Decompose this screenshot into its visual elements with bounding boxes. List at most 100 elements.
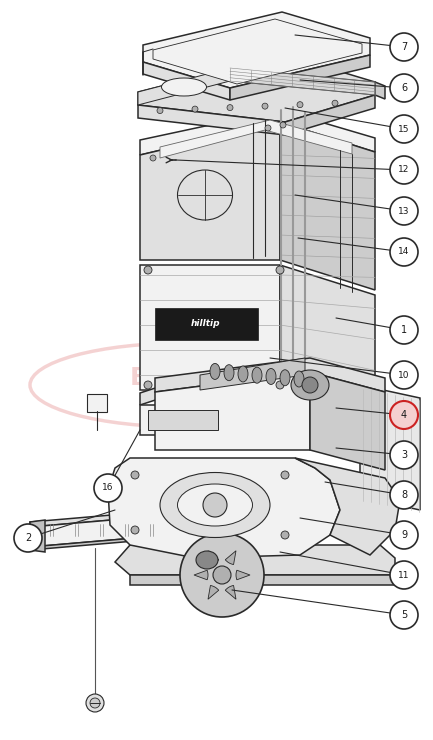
FancyBboxPatch shape [148, 410, 218, 430]
Circle shape [276, 381, 284, 389]
Text: 7: 7 [401, 42, 407, 52]
Polygon shape [138, 55, 375, 122]
Text: 8: 8 [401, 490, 407, 500]
Circle shape [144, 381, 152, 389]
Ellipse shape [294, 371, 304, 387]
Circle shape [14, 524, 42, 552]
Circle shape [390, 115, 418, 143]
Polygon shape [360, 385, 420, 510]
Polygon shape [230, 68, 375, 95]
Circle shape [390, 361, 418, 389]
Circle shape [262, 103, 268, 109]
Text: 5: 5 [401, 610, 407, 620]
Ellipse shape [291, 370, 329, 400]
Circle shape [390, 441, 418, 469]
Ellipse shape [280, 370, 290, 386]
FancyBboxPatch shape [87, 394, 107, 412]
Polygon shape [155, 308, 258, 340]
Polygon shape [143, 62, 230, 100]
Text: 9: 9 [401, 530, 407, 540]
Text: 2: 2 [25, 533, 31, 543]
Circle shape [192, 106, 198, 112]
Polygon shape [160, 120, 352, 158]
Circle shape [390, 521, 418, 549]
Circle shape [94, 474, 122, 502]
Polygon shape [115, 545, 395, 575]
Circle shape [390, 401, 418, 429]
Polygon shape [153, 19, 362, 84]
Polygon shape [200, 358, 305, 390]
Text: 15: 15 [398, 124, 410, 133]
Wedge shape [208, 551, 219, 565]
Text: 13: 13 [398, 206, 410, 215]
Ellipse shape [266, 369, 276, 385]
Polygon shape [230, 55, 370, 100]
Ellipse shape [224, 365, 234, 380]
Circle shape [332, 100, 338, 106]
Ellipse shape [238, 366, 248, 382]
Text: 12: 12 [398, 166, 410, 175]
Polygon shape [140, 110, 375, 155]
Polygon shape [140, 380, 230, 405]
Ellipse shape [160, 473, 270, 537]
Text: 3: 3 [401, 450, 407, 460]
Circle shape [281, 531, 289, 539]
Polygon shape [280, 122, 375, 290]
Text: 16: 16 [102, 483, 114, 493]
Wedge shape [208, 585, 219, 599]
Polygon shape [140, 405, 230, 435]
Polygon shape [140, 122, 280, 260]
Circle shape [390, 33, 418, 61]
Wedge shape [236, 571, 250, 579]
Circle shape [302, 377, 318, 393]
Circle shape [390, 561, 418, 589]
Text: SPECIALISTS: SPECIALISTS [141, 386, 259, 404]
Circle shape [227, 104, 233, 110]
Circle shape [131, 471, 139, 479]
Text: 11: 11 [398, 571, 410, 579]
Text: 1: 1 [401, 325, 407, 335]
Circle shape [390, 481, 418, 509]
Polygon shape [280, 265, 375, 420]
Circle shape [276, 266, 284, 274]
Polygon shape [143, 12, 370, 88]
Circle shape [86, 694, 104, 712]
Polygon shape [130, 575, 395, 585]
Ellipse shape [252, 367, 262, 383]
Ellipse shape [178, 484, 252, 526]
Polygon shape [295, 458, 400, 555]
Polygon shape [108, 458, 340, 558]
Circle shape [390, 197, 418, 225]
Circle shape [390, 156, 418, 184]
Polygon shape [30, 520, 45, 552]
Polygon shape [375, 82, 385, 99]
Circle shape [144, 266, 152, 274]
Polygon shape [138, 68, 230, 105]
Polygon shape [140, 265, 280, 390]
Wedge shape [194, 571, 208, 579]
Wedge shape [225, 585, 236, 599]
Polygon shape [138, 105, 285, 135]
Circle shape [265, 125, 271, 131]
Polygon shape [310, 372, 385, 470]
Circle shape [390, 238, 418, 266]
Polygon shape [155, 358, 385, 392]
Text: 6: 6 [401, 83, 407, 93]
Ellipse shape [210, 363, 220, 380]
Circle shape [157, 107, 163, 113]
Circle shape [90, 698, 100, 708]
Circle shape [390, 316, 418, 344]
Text: 14: 14 [398, 247, 410, 257]
Circle shape [297, 101, 303, 107]
Text: 10: 10 [398, 371, 410, 380]
Circle shape [280, 122, 286, 128]
Circle shape [131, 526, 139, 534]
Circle shape [213, 566, 231, 584]
Circle shape [281, 471, 289, 479]
Circle shape [203, 493, 227, 517]
Ellipse shape [196, 551, 218, 569]
Polygon shape [285, 95, 375, 135]
Text: EQUIP: EQUIP [130, 365, 216, 389]
Text: hilltip: hilltip [191, 320, 221, 329]
Wedge shape [225, 551, 236, 565]
